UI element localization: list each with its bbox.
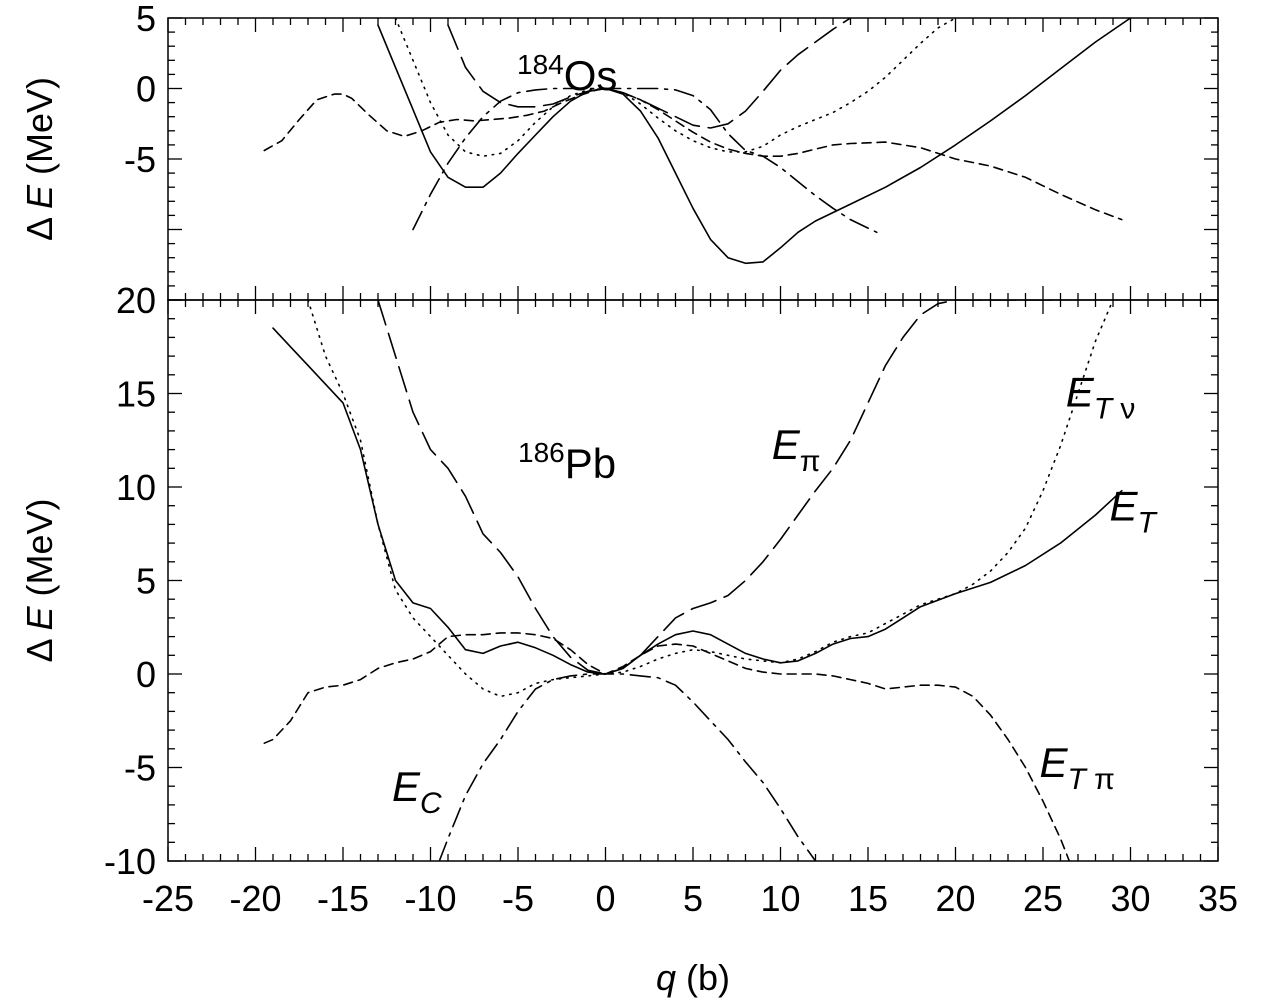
series-line-long-dash xyxy=(377,300,1062,675)
x-tick-label: 25 xyxy=(1023,878,1063,919)
x-tick-label: 0 xyxy=(595,878,615,919)
nucleus-label: 184Os xyxy=(517,49,617,99)
series-line-solid xyxy=(377,18,1132,265)
curve-label: ET π xyxy=(1040,739,1115,796)
curve-label: ET ν xyxy=(1066,369,1136,426)
x-tick-label: -10 xyxy=(404,878,456,919)
series-line-long-dash xyxy=(447,18,852,129)
x-tick-label: -5 xyxy=(502,878,534,919)
x-tick-label: 10 xyxy=(760,878,800,919)
series-line-dash-dot xyxy=(412,87,878,234)
y-tick-label: -10 xyxy=(104,841,156,882)
x-tick-label: 15 xyxy=(848,878,888,919)
y-tick-label: 0 xyxy=(136,69,156,110)
x-tick-label: 5 xyxy=(683,878,703,919)
series-group-bottom xyxy=(263,300,1123,861)
x-tick-label: 35 xyxy=(1198,878,1238,919)
x-tick-label: 30 xyxy=(1110,878,1150,919)
panel-top: 5 0 -5 Δ E (MeV) 184Os xyxy=(19,0,1219,301)
y-tick-label: 10 xyxy=(116,467,156,508)
y-axis-label: Δ E (MeV) xyxy=(19,498,60,662)
ticks-top xyxy=(167,17,1219,301)
series-line-dotted xyxy=(394,18,957,157)
series-line-dash-dot xyxy=(438,673,817,861)
curve-label: Eπ xyxy=(772,421,821,478)
y-tick-label: 0 xyxy=(136,654,156,695)
y-tick-label: 15 xyxy=(116,374,156,415)
y-tick-label: -5 xyxy=(124,748,156,789)
series-group-top xyxy=(263,18,1132,265)
y-tick-label: 5 xyxy=(136,0,156,39)
y-tick-label: -5 xyxy=(124,139,156,180)
y-tick-label: 20 xyxy=(116,280,156,321)
curve-label: EC xyxy=(392,763,442,820)
y-axis-label: Δ E (MeV) xyxy=(19,77,60,241)
series-line-solid xyxy=(272,327,1123,675)
y-tick-label: 5 xyxy=(136,561,156,602)
series-line-short-dash xyxy=(263,87,1123,221)
nucleus-label: 186Pb xyxy=(518,437,616,487)
x-axis-label: q (b) xyxy=(656,957,730,998)
curve-label: ET xyxy=(1110,483,1159,540)
series-line-dotted xyxy=(307,300,1114,698)
x-tick-label: -25 xyxy=(142,878,194,919)
ticks-bottom xyxy=(167,299,1219,862)
x-tick-label: 20 xyxy=(935,878,975,919)
series-line-short-dash xyxy=(263,632,1071,861)
plot-frame-top xyxy=(167,17,1219,301)
x-tick-label: -15 xyxy=(317,878,369,919)
x-tick-label: -20 xyxy=(229,878,281,919)
